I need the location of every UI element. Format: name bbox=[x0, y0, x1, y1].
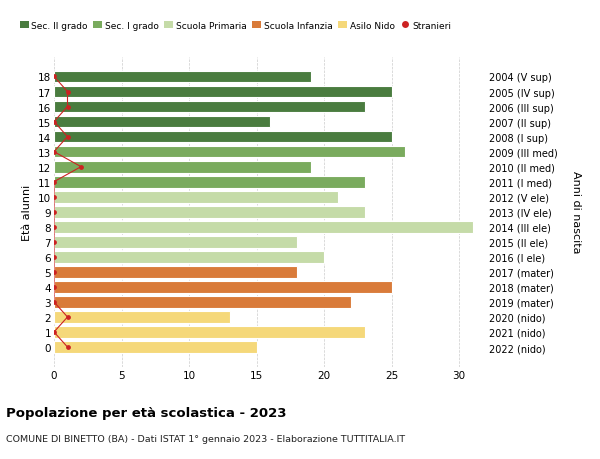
Bar bbox=[54, 221, 473, 233]
Bar bbox=[54, 236, 297, 248]
Y-axis label: Età alunni: Età alunni bbox=[22, 184, 32, 241]
Point bbox=[49, 254, 59, 261]
Point bbox=[63, 89, 72, 96]
Point bbox=[49, 179, 59, 186]
Bar bbox=[54, 311, 230, 323]
Bar bbox=[54, 86, 392, 98]
Point bbox=[49, 329, 59, 336]
Bar bbox=[54, 146, 405, 158]
Point bbox=[63, 134, 72, 141]
Bar bbox=[54, 326, 365, 338]
Bar bbox=[54, 297, 351, 308]
Point bbox=[76, 163, 86, 171]
Point bbox=[49, 269, 59, 276]
Legend: Sec. II grado, Sec. I grado, Scuola Primaria, Scuola Infanzia, Asilo Nido, Stran: Sec. II grado, Sec. I grado, Scuola Prim… bbox=[20, 22, 451, 31]
Bar bbox=[54, 281, 392, 293]
Bar bbox=[54, 117, 270, 128]
Bar bbox=[54, 252, 324, 263]
Bar bbox=[54, 176, 365, 188]
Point bbox=[49, 208, 59, 216]
Point bbox=[49, 73, 59, 81]
Bar bbox=[54, 72, 311, 83]
Bar bbox=[54, 191, 338, 203]
Point bbox=[49, 149, 59, 156]
Text: Popolazione per età scolastica - 2023: Popolazione per età scolastica - 2023 bbox=[6, 406, 287, 419]
Point bbox=[63, 344, 72, 351]
Point bbox=[63, 104, 72, 111]
Bar bbox=[54, 131, 392, 143]
Bar bbox=[54, 266, 297, 278]
Bar bbox=[54, 162, 311, 173]
Point bbox=[49, 299, 59, 306]
Bar bbox=[54, 341, 257, 353]
Point bbox=[49, 224, 59, 231]
Point bbox=[63, 313, 72, 321]
Bar bbox=[54, 101, 365, 113]
Point bbox=[49, 284, 59, 291]
Point bbox=[49, 194, 59, 201]
Y-axis label: Anni di nascita: Anni di nascita bbox=[571, 171, 581, 253]
Point bbox=[49, 118, 59, 126]
Text: COMUNE DI BINETTO (BA) - Dati ISTAT 1° gennaio 2023 - Elaborazione TUTTITALIA.IT: COMUNE DI BINETTO (BA) - Dati ISTAT 1° g… bbox=[6, 434, 405, 443]
Bar bbox=[54, 207, 365, 218]
Point bbox=[49, 239, 59, 246]
